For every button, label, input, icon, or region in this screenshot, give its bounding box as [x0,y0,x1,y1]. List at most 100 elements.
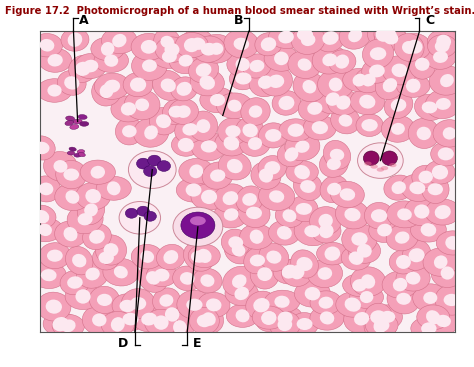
Ellipse shape [369,65,385,77]
Ellipse shape [31,262,66,288]
Ellipse shape [350,286,383,308]
Ellipse shape [336,200,370,229]
Ellipse shape [78,213,92,225]
Ellipse shape [255,33,282,56]
Ellipse shape [291,22,319,48]
Ellipse shape [111,317,125,332]
Ellipse shape [111,96,146,122]
Ellipse shape [229,67,257,90]
Ellipse shape [381,166,388,170]
Ellipse shape [67,276,83,289]
Ellipse shape [310,207,342,235]
Ellipse shape [123,73,153,97]
Ellipse shape [161,79,176,92]
Ellipse shape [101,28,137,54]
Ellipse shape [312,121,328,134]
Ellipse shape [433,120,466,147]
Ellipse shape [197,315,212,327]
Ellipse shape [397,208,412,220]
Ellipse shape [199,34,234,63]
Ellipse shape [194,305,224,333]
Ellipse shape [100,84,113,98]
Ellipse shape [259,168,273,183]
Ellipse shape [123,313,138,326]
Ellipse shape [67,151,75,155]
Ellipse shape [444,294,460,306]
Ellipse shape [47,54,63,66]
Ellipse shape [327,158,341,170]
Ellipse shape [361,119,378,131]
Ellipse shape [64,227,77,241]
Ellipse shape [310,306,344,330]
Ellipse shape [286,161,319,184]
Ellipse shape [101,312,135,337]
Ellipse shape [76,260,109,288]
Ellipse shape [298,95,331,122]
Ellipse shape [215,130,248,156]
Ellipse shape [97,294,112,306]
Ellipse shape [178,138,194,152]
Ellipse shape [410,218,447,242]
Ellipse shape [260,66,292,96]
Ellipse shape [64,76,80,90]
Ellipse shape [80,121,89,126]
Ellipse shape [77,195,105,225]
Ellipse shape [154,269,170,281]
Ellipse shape [228,100,241,112]
Ellipse shape [131,33,166,60]
Ellipse shape [117,307,145,331]
Ellipse shape [283,209,296,222]
Ellipse shape [191,37,206,50]
Ellipse shape [413,284,448,312]
Ellipse shape [426,310,440,324]
Ellipse shape [137,158,150,169]
Text: D: D [118,337,128,350]
Ellipse shape [188,244,220,268]
Ellipse shape [210,94,225,106]
Ellipse shape [153,288,180,313]
Ellipse shape [73,119,82,124]
Ellipse shape [258,76,273,89]
Ellipse shape [422,101,438,113]
Ellipse shape [89,230,105,244]
Ellipse shape [244,247,271,274]
Ellipse shape [202,312,216,326]
Ellipse shape [325,247,340,261]
Ellipse shape [369,218,401,243]
Ellipse shape [39,182,54,195]
Ellipse shape [107,181,120,195]
Ellipse shape [443,127,456,139]
Ellipse shape [374,319,390,332]
Ellipse shape [269,26,303,48]
Ellipse shape [54,160,67,172]
Ellipse shape [423,248,458,276]
Ellipse shape [360,291,374,303]
Ellipse shape [133,118,169,147]
Ellipse shape [177,290,212,319]
Ellipse shape [85,189,101,203]
Ellipse shape [268,75,284,88]
Ellipse shape [31,176,61,202]
Ellipse shape [383,28,397,41]
Ellipse shape [214,201,248,228]
Ellipse shape [94,73,130,99]
Ellipse shape [84,203,98,217]
Ellipse shape [94,49,128,72]
Ellipse shape [69,147,76,151]
Ellipse shape [132,51,167,80]
Ellipse shape [169,99,199,124]
Ellipse shape [297,28,313,41]
Ellipse shape [258,182,295,211]
Ellipse shape [224,30,259,58]
Ellipse shape [354,312,369,326]
Ellipse shape [382,151,397,166]
Ellipse shape [374,320,387,333]
Ellipse shape [226,304,259,327]
Ellipse shape [226,125,241,137]
Ellipse shape [367,21,400,48]
Ellipse shape [327,183,341,195]
Ellipse shape [432,165,448,179]
Ellipse shape [434,255,447,269]
Ellipse shape [322,31,338,45]
Ellipse shape [241,98,270,126]
